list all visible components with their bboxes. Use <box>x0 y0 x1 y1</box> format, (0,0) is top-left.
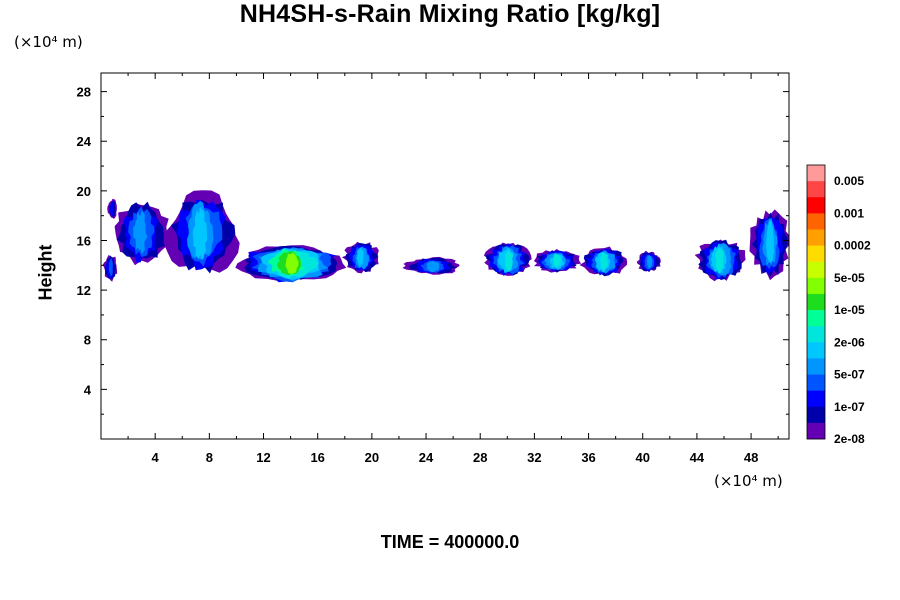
y-tick-label: 12 <box>77 283 91 298</box>
colorbar-swatch <box>807 358 825 375</box>
contour-band <box>110 201 115 217</box>
colorbar-swatch <box>807 310 825 327</box>
x-tick-label: 32 <box>527 450 541 465</box>
colorbar-label: 5e-07 <box>834 368 865 382</box>
cloud-region <box>114 201 169 266</box>
contour-band <box>192 206 208 260</box>
colorbar-label: 0.0002 <box>834 239 871 253</box>
x-tick-label: 48 <box>744 450 758 465</box>
contour-band <box>600 252 609 271</box>
cloud-region <box>235 245 347 283</box>
colorbar-swatch <box>807 422 825 440</box>
colorbar-swatch <box>807 245 825 263</box>
x-tick-label: 24 <box>419 450 434 465</box>
x-tick-label: 28 <box>473 450 487 465</box>
contour-band <box>646 254 653 268</box>
contour-band <box>356 247 364 268</box>
contour-band <box>133 210 148 255</box>
colorbar-swatch <box>807 406 825 424</box>
cloud-region <box>749 209 789 281</box>
colorbar-swatch <box>807 326 825 343</box>
colorbar-label: 1e-07 <box>834 400 865 414</box>
colorbar-swatch <box>807 374 825 391</box>
colorbar-swatch <box>807 197 825 214</box>
colorbar-swatch <box>807 213 825 230</box>
y-tick-label: 8 <box>84 333 91 348</box>
x-tick-label: 4 <box>152 450 160 465</box>
y-axis-unit: (×10⁴ m) <box>14 33 83 51</box>
chart-title: NH4SH-s-Rain Mixing Ratio [kg/kg] <box>239 0 661 28</box>
contour-band <box>553 254 561 268</box>
colorbar-swatch <box>807 261 825 279</box>
colorbar-frame <box>806 164 826 440</box>
colorbar-swatch <box>807 342 825 359</box>
cloud-region <box>483 242 532 276</box>
x-tick-label: 20 <box>365 450 379 465</box>
cloud-region <box>694 239 746 282</box>
contour-band <box>504 250 513 273</box>
cloud-region <box>533 249 582 273</box>
y-tick-label: 28 <box>77 85 91 100</box>
colorbar-swatch <box>807 277 825 295</box>
x-axis-unit: (×10⁴ m) <box>714 472 783 490</box>
contour-band <box>108 258 113 277</box>
x-tick-label: 8 <box>206 450 213 465</box>
colorbar-label: 5e-05 <box>834 271 865 285</box>
colorbar-swatch <box>807 181 825 198</box>
cloud-region <box>402 256 460 275</box>
y-tick-label: 24 <box>77 134 92 149</box>
colorbar-label: 2e-08 <box>834 432 865 446</box>
x-tick-label: 16 <box>310 450 324 465</box>
cloud-region <box>579 246 628 277</box>
cloud-region <box>102 254 118 282</box>
contour-band <box>426 260 440 273</box>
time-label: TIME = 400000.0 <box>380 532 520 552</box>
x-tick-label: 40 <box>635 450 649 465</box>
cloud-region <box>636 250 661 273</box>
colorbar-swatch <box>807 229 825 246</box>
x-tick-label: 36 <box>581 450 595 465</box>
colorbar-swatch <box>807 390 825 408</box>
cloud-region <box>107 198 117 219</box>
colorbar-swatch <box>807 293 825 311</box>
plot-frame <box>100 72 790 440</box>
y-tick-label: 16 <box>77 233 91 248</box>
y-tick-label: 20 <box>77 184 91 199</box>
x-tick-label: 12 <box>256 450 270 465</box>
cloud-region <box>163 190 240 274</box>
contour-band <box>715 247 724 274</box>
colorbar-swatch <box>807 165 825 182</box>
contour-band <box>766 219 774 264</box>
cloud-region <box>341 241 379 274</box>
y-tick-label: 4 <box>84 382 92 397</box>
x-tick-label: 44 <box>690 450 705 465</box>
colorbar-label: 0.005 <box>834 174 864 188</box>
colorbar-label: 0.001 <box>834 206 864 220</box>
colorbar-label: 2e-06 <box>834 335 865 349</box>
colorbar-label: 1e-05 <box>834 303 865 317</box>
contour-band <box>285 252 299 275</box>
